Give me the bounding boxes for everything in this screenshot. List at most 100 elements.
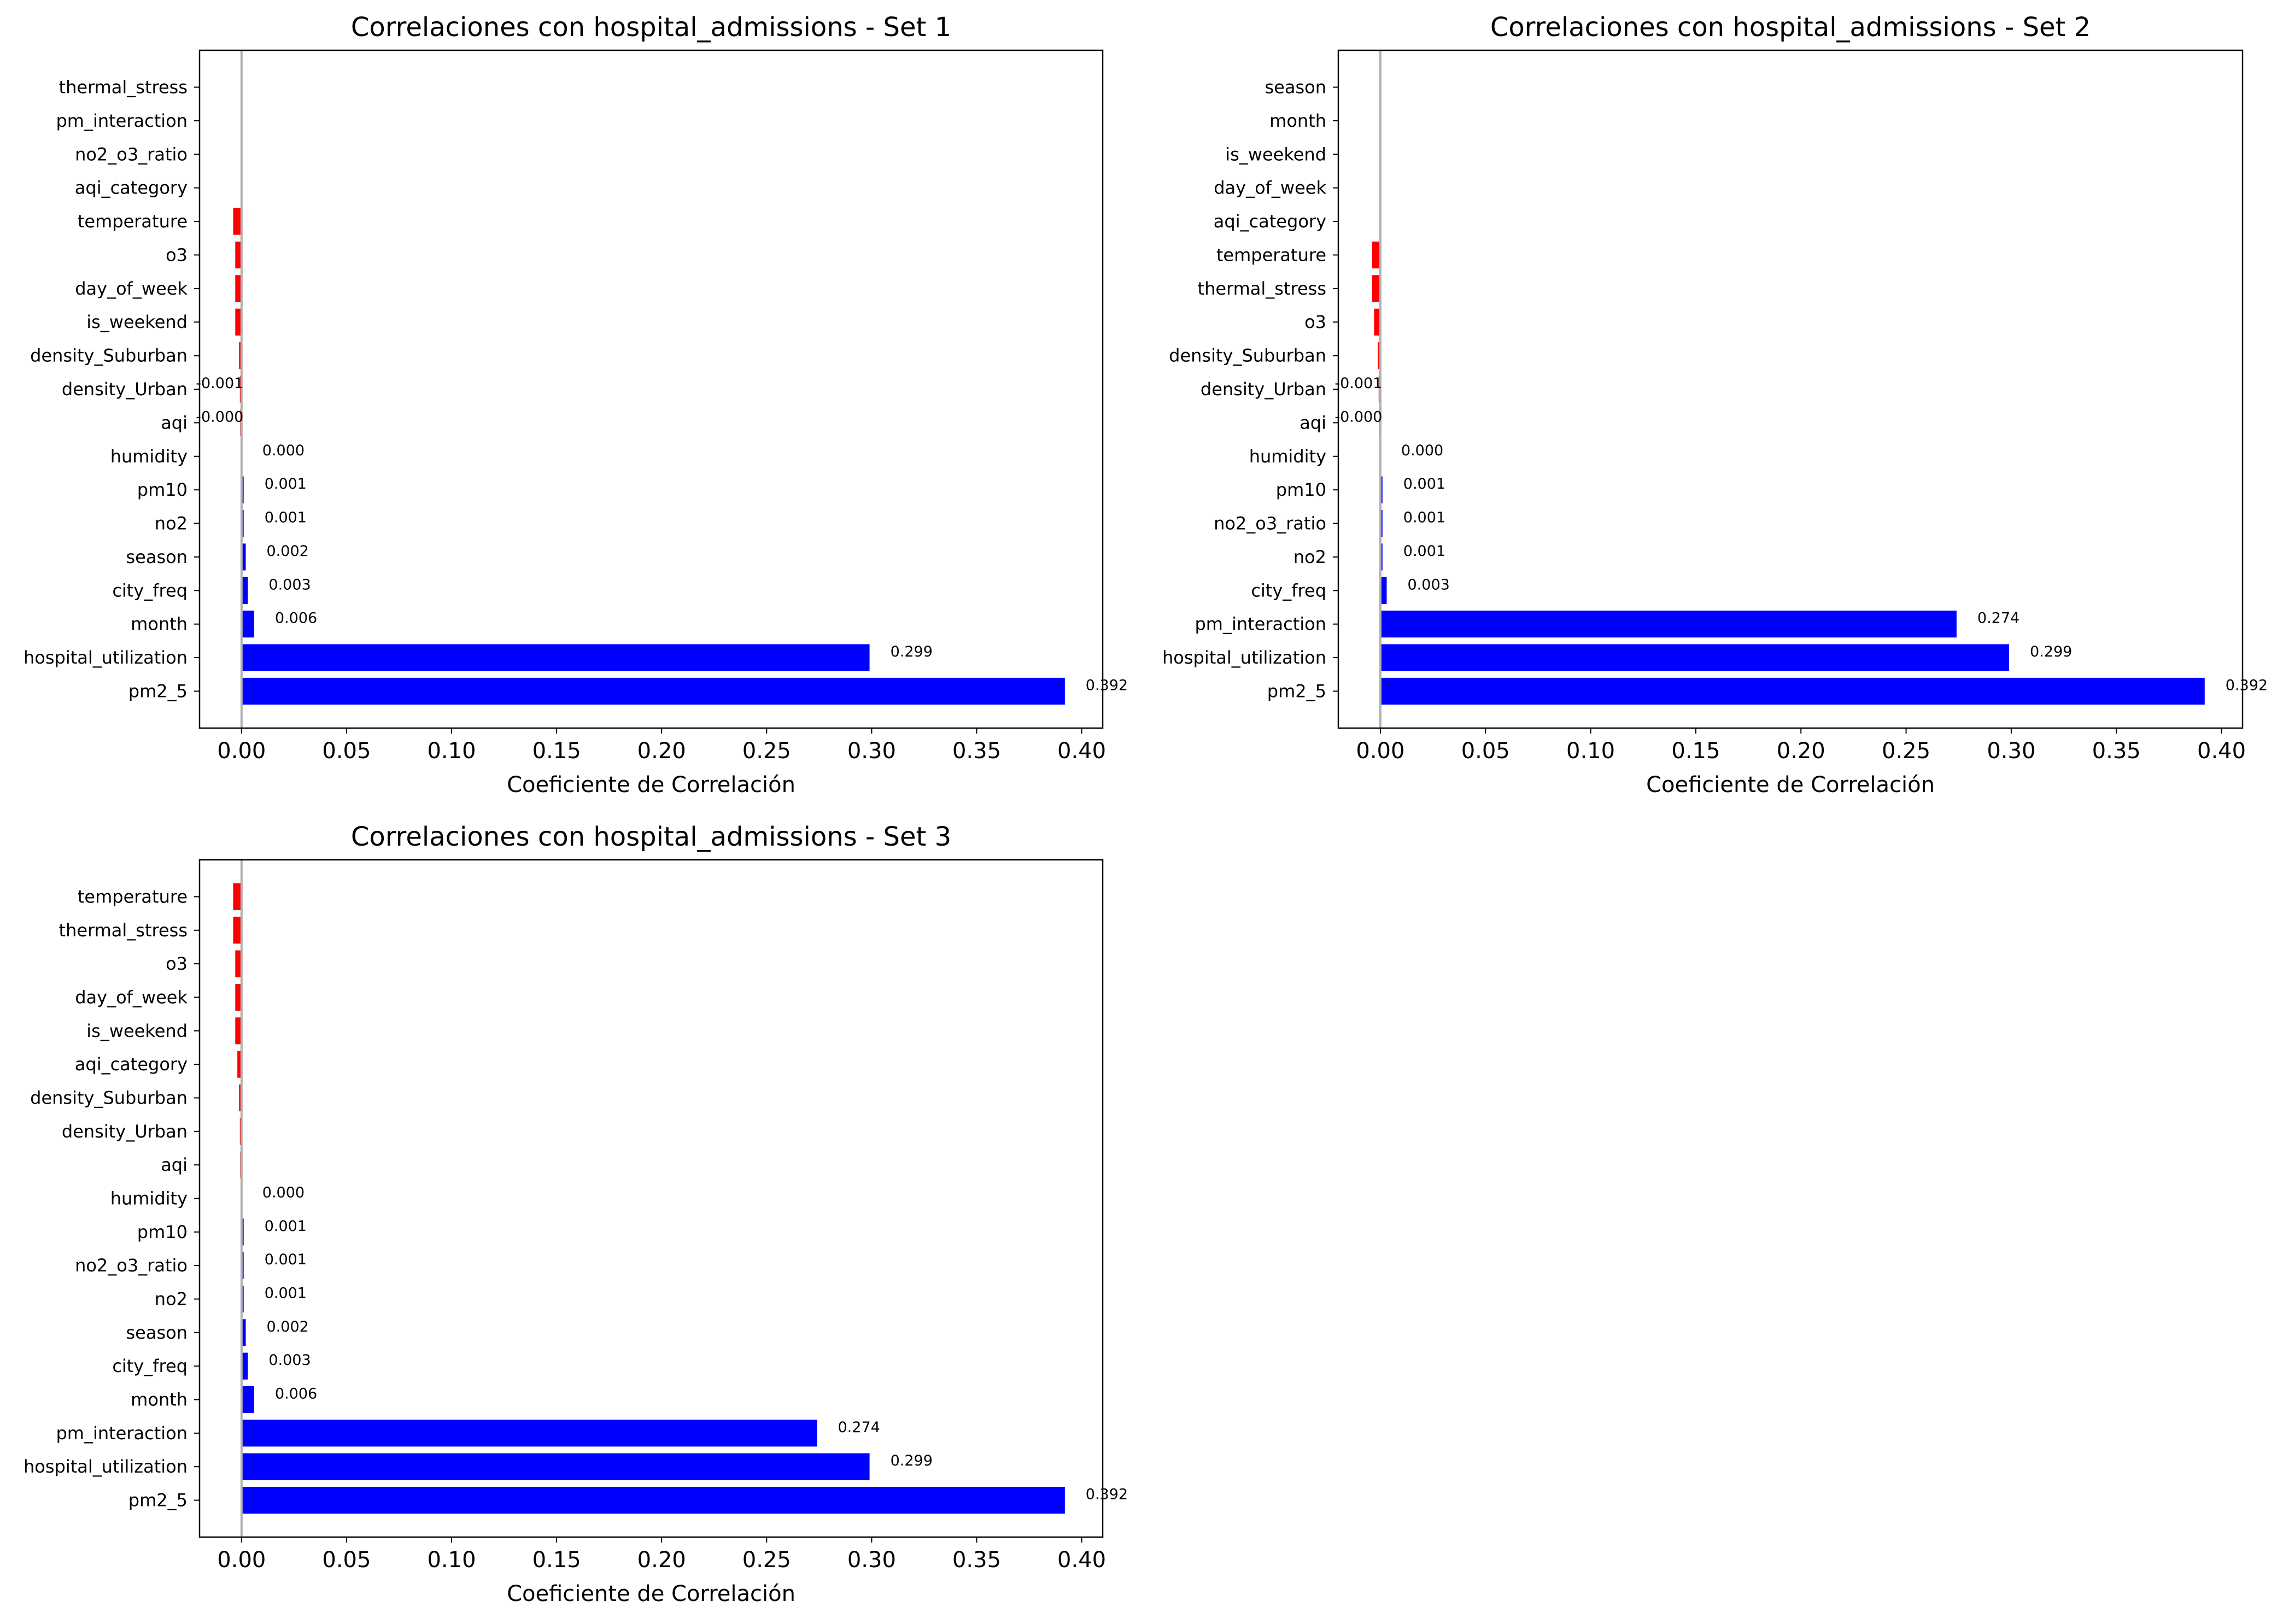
ytick-label: is_weekend <box>86 312 188 332</box>
bar-o3 <box>235 241 242 269</box>
bar-thermal_stress <box>1372 275 1380 302</box>
chart-1: Correlaciones con hospital_admissions - … <box>24 12 1128 798</box>
data-label: 0.001 <box>265 476 307 493</box>
data-label: 0.002 <box>267 543 309 560</box>
data-label: -0.000 <box>196 408 243 425</box>
data-label: 0.002 <box>267 1318 309 1335</box>
ytick-label: pm10 <box>137 479 188 500</box>
bar-density_Suburban <box>239 342 242 370</box>
ytick-label: humidity <box>1249 446 1326 467</box>
ytick-label: aqi <box>161 412 188 433</box>
ytick-label: city_freq <box>112 1356 188 1376</box>
ytick-label: hospital_utilization <box>24 1456 188 1477</box>
bar-aqi_category <box>237 1051 242 1078</box>
xtick-label: 0.05 <box>322 1547 371 1573</box>
xtick-label: 0.10 <box>427 1547 476 1573</box>
xtick-label: 0.05 <box>322 738 371 764</box>
bar-day_of_week <box>235 983 242 1011</box>
ytick-label: month <box>131 1390 188 1410</box>
data-label: 0.392 <box>2226 677 2268 694</box>
bar-density_Suburban <box>239 1084 242 1112</box>
ytick-label: humidity <box>110 446 188 467</box>
data-label: 0.003 <box>268 1352 311 1369</box>
ytick-label: density_Suburban <box>1169 345 1326 366</box>
data-label: 0.274 <box>838 1419 880 1436</box>
data-label: 0.000 <box>262 1185 305 1201</box>
xtick-label: 0.20 <box>637 738 686 764</box>
data-label: -0.001 <box>196 375 243 392</box>
ytick-label: no2 <box>155 513 188 534</box>
data-label: 0.006 <box>275 1386 317 1403</box>
ytick-label: season <box>126 1322 188 1343</box>
data-label: 0.000 <box>262 442 305 459</box>
ytick-label: pm_interaction <box>1195 614 1326 635</box>
data-label: 0.006 <box>275 610 317 627</box>
data-label: 0.001 <box>265 1285 307 1302</box>
chart-title: Correlaciones con hospital_admissions - … <box>1490 12 2091 43</box>
ytick-label: aqi_category <box>75 1054 188 1075</box>
ytick-label: pm2_5 <box>1267 681 1326 701</box>
ytick-label: hospital_utilization <box>1162 647 1326 668</box>
bar-city_freq <box>241 1352 248 1380</box>
chart-title: Correlaciones con hospital_admissions - … <box>351 12 951 43</box>
data-label: -0.000 <box>1334 408 1382 425</box>
data-label: 0.001 <box>1403 476 1445 493</box>
bar-temperature <box>1372 241 1380 269</box>
xtick-label: 0.30 <box>847 738 896 764</box>
xtick-label: 0.30 <box>1987 738 2035 764</box>
xtick-label: 0.05 <box>1461 738 1510 764</box>
ytick-label: thermal_stress <box>59 77 188 98</box>
bar-hospital_utilization <box>241 644 870 671</box>
ytick-label: density_Suburban <box>30 345 188 366</box>
chart-2: Correlaciones con hospital_admissions - … <box>1162 12 2268 798</box>
data-label: 0.003 <box>268 576 311 593</box>
xtick-label: 0.35 <box>2092 738 2141 764</box>
bar-hospital_utilization <box>241 1453 870 1480</box>
ytick-label: o3 <box>166 244 188 265</box>
ytick-label: aqi_category <box>75 178 188 198</box>
xtick-label: 0.40 <box>2197 738 2246 764</box>
bar-season <box>241 543 246 571</box>
ytick-label: o3 <box>166 953 188 974</box>
ytick-label: pm10 <box>1276 479 1326 500</box>
ytick-label: aqi <box>1300 412 1326 433</box>
ytick-label: aqi_category <box>1214 211 1326 232</box>
chart-title: Correlaciones con hospital_admissions - … <box>351 822 951 852</box>
ytick-label: no2_o3_ratio <box>1214 513 1326 534</box>
xtick-label: 0.25 <box>1882 738 1930 764</box>
x-axis-label: Coeficiente de Correlación <box>1646 772 1935 798</box>
ytick-label: month <box>1269 110 1326 131</box>
ytick-label: density_Urban <box>62 379 188 400</box>
data-label: 0.003 <box>1408 576 1450 593</box>
ytick-label: pm_interaction <box>56 110 188 131</box>
ytick-label: no2_o3_ratio <box>75 1255 188 1276</box>
axes-frame <box>198 859 1104 1538</box>
xtick-label: 0.20 <box>1777 738 1825 764</box>
data-label: 0.299 <box>891 643 933 660</box>
axes-frame <box>198 49 1104 729</box>
data-label: 0.001 <box>265 1251 307 1268</box>
xtick-label: 0.15 <box>532 1547 581 1573</box>
bar-is_weekend <box>235 1017 242 1045</box>
bar-pm2_5 <box>241 677 1065 705</box>
bar-thermal_stress <box>233 917 242 944</box>
data-label: 0.299 <box>891 1452 933 1469</box>
ytick-label: temperature <box>78 211 188 232</box>
ytick-label: day_of_week <box>1214 178 1326 198</box>
ytick-label: hospital_utilization <box>24 647 188 668</box>
ytick-label: aqi <box>161 1154 188 1175</box>
ytick-label: season <box>1265 77 1327 98</box>
ytick-label: is_weekend <box>86 1021 188 1041</box>
xtick-label: 0.40 <box>1057 1547 1106 1573</box>
data-label: 0.392 <box>1086 1486 1128 1503</box>
bar-is_weekend <box>235 308 242 336</box>
bar-pm_interaction <box>241 1420 817 1447</box>
xtick-label: 0.00 <box>217 1547 266 1573</box>
x-axis-label: Coeficiente de Correlación <box>507 772 795 798</box>
bar-density_Suburban <box>1378 342 1380 370</box>
data-label: 0.000 <box>1401 442 1443 459</box>
bar-pm2_5 <box>1380 677 2205 705</box>
ytick-label: density_Urban <box>1201 379 1326 400</box>
ytick-label: temperature <box>78 886 188 907</box>
